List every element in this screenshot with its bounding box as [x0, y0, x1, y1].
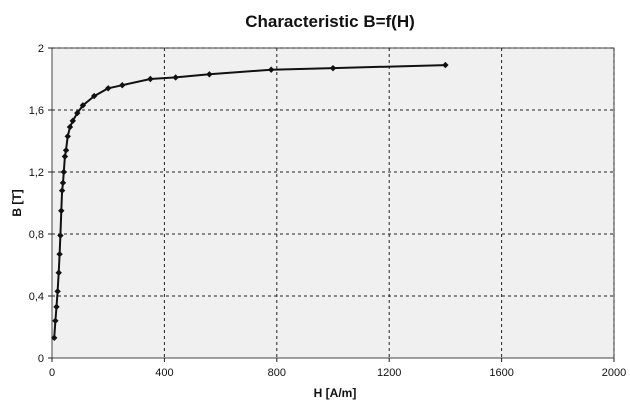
data-point — [51, 334, 58, 342]
data-point — [60, 168, 68, 176]
data-point — [172, 74, 179, 81]
data-point — [74, 109, 81, 117]
x-axis-label: H [A/m] — [314, 386, 357, 400]
chart-title: Characteristic B=f(H) — [245, 12, 415, 31]
x-tick-label: 800 — [268, 367, 286, 379]
data-point — [58, 207, 65, 214]
data-point — [442, 61, 449, 69]
data-point — [267, 66, 275, 73]
series-layer — [51, 61, 449, 342]
data-point — [147, 75, 154, 83]
data-point — [64, 133, 71, 140]
data-point — [62, 147, 70, 154]
x-axis-ticks: 0 400 800 1200 1600 2000 — [49, 358, 626, 379]
data-point — [54, 288, 61, 295]
x-tick-label: 2000 — [602, 367, 626, 379]
data-point — [119, 82, 126, 89]
y-tick-label: 0 — [38, 353, 44, 365]
data-point — [57, 232, 64, 239]
data-point — [90, 92, 98, 100]
data-point — [55, 269, 62, 276]
y-axis-ticks: 0 0,4 0,8 1,2 1,6 2 — [29, 43, 52, 365]
data-point — [206, 71, 213, 78]
y-tick-label: 0,4 — [29, 291, 44, 303]
data-point — [66, 123, 74, 131]
y-tick-label: 2 — [38, 43, 44, 55]
data-point — [61, 153, 69, 160]
gridlines — [52, 47, 615, 358]
y-tick-label: 1,2 — [29, 167, 44, 179]
data-point — [52, 317, 59, 324]
data-point — [53, 303, 60, 311]
y-axis-label: B [T] — [10, 189, 24, 216]
x-tick-label: 400 — [155, 367, 173, 379]
y-tick-label: 1,6 — [29, 105, 44, 117]
x-tick-label: 1200 — [377, 367, 401, 379]
data-point — [58, 187, 66, 194]
data-point — [69, 117, 76, 125]
data-point — [105, 85, 112, 92]
data-point — [79, 102, 87, 109]
y-tick-label: 0,8 — [29, 229, 44, 241]
data-point — [59, 179, 67, 187]
data-point — [56, 250, 63, 258]
plot-area — [51, 47, 615, 359]
x-tick-label: 0 — [49, 367, 55, 379]
data-point — [329, 64, 337, 72]
x-tick-label: 1600 — [489, 367, 513, 379]
